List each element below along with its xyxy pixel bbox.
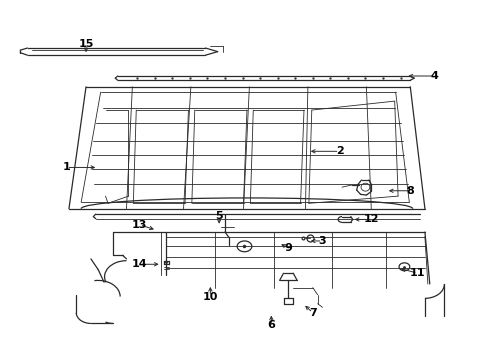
- Text: 2: 2: [335, 146, 343, 156]
- Text: 15: 15: [78, 39, 94, 49]
- Text: 14: 14: [132, 259, 147, 269]
- Text: 3: 3: [318, 236, 325, 246]
- Text: 4: 4: [430, 71, 438, 81]
- Text: 9: 9: [284, 243, 292, 253]
- Text: 1: 1: [62, 162, 70, 172]
- Text: 8: 8: [406, 186, 413, 196]
- Text: 10: 10: [202, 292, 218, 302]
- Text: 11: 11: [409, 268, 425, 278]
- Text: 7: 7: [308, 308, 316, 318]
- Text: 6: 6: [267, 320, 275, 330]
- Text: 13: 13: [132, 220, 147, 230]
- Text: 12: 12: [363, 215, 378, 224]
- Text: 5: 5: [215, 211, 223, 221]
